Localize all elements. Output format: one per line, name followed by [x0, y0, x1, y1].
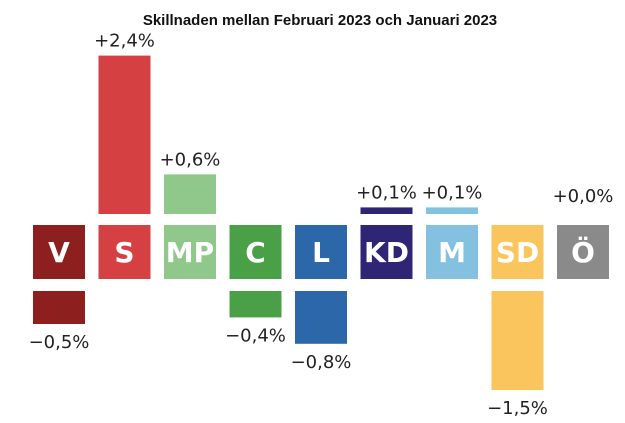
party-label-v: V — [48, 236, 70, 269]
party-box-v — [33, 225, 85, 279]
bar-kd — [360, 207, 413, 214]
bar-v — [33, 291, 85, 324]
bars-group: V −0,5% S +2,4% MP +0,6% C −0,4% L −0,8% KD +0,1% M +… — [29, 31, 614, 419]
party-box-sd — [491, 225, 544, 279]
party-box-m — [426, 225, 478, 279]
value-label-c: −0,4% — [225, 325, 286, 346]
value-label-kd: +0,1% — [356, 182, 417, 203]
party-label-c: C — [245, 236, 266, 269]
bar-mp — [164, 174, 216, 214]
value-label-s: +2,4% — [94, 31, 155, 52]
bar-m — [426, 207, 478, 214]
party-label-s: S — [114, 236, 134, 269]
party-label-mp: MP — [166, 236, 214, 269]
chart-title: Skillnaden mellan Februari 2023 och Janu… — [143, 12, 497, 29]
bar-c — [229, 291, 282, 318]
party-box-l — [295, 225, 347, 279]
value-label-o: +0,0% — [553, 186, 614, 207]
bar-l — [295, 291, 347, 344]
bar-sd — [491, 291, 544, 390]
party-label-sd: SD — [496, 236, 539, 269]
party-box-o — [557, 225, 609, 279]
value-label-l: −0,8% — [291, 352, 352, 373]
value-label-m: +0,1% — [422, 182, 483, 203]
party-label-kd: KD — [364, 236, 409, 269]
party-label-m: M — [438, 236, 466, 269]
party-box-mp — [164, 225, 216, 279]
party-label-l: L — [312, 236, 330, 269]
party-box-s — [98, 225, 151, 279]
party-label-o: Ö — [571, 235, 595, 269]
value-label-mp: +0,6% — [160, 149, 221, 170]
party-box-kd — [360, 225, 413, 279]
party-box-c — [229, 225, 282, 279]
value-label-sd: −1,5% — [487, 398, 548, 419]
value-label-v: −0,5% — [29, 332, 90, 353]
bar-s — [98, 55, 151, 214]
